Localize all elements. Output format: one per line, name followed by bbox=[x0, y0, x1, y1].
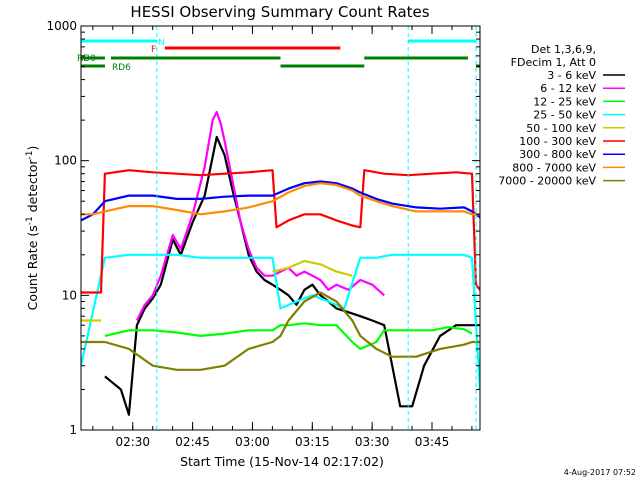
y-tick-label-2: 100 bbox=[54, 154, 77, 168]
series-line-4 bbox=[81, 259, 353, 322]
series-line-5 bbox=[81, 169, 480, 294]
flag-label-2: RD0 bbox=[77, 54, 96, 64]
legend-entry-4: 50 - 100 keV bbox=[526, 122, 596, 135]
series-line-1 bbox=[135, 110, 385, 321]
series-line-7 bbox=[81, 182, 480, 216]
y-tick-label-0: 1 bbox=[69, 423, 77, 437]
legend-header-0: Det 1,3,6,9, bbox=[531, 43, 596, 56]
x-tick-label-2: 03:00 bbox=[235, 435, 270, 449]
chart-title: HESSI Observing Summary Count Rates bbox=[130, 3, 429, 21]
x-tick-label-0: 02:30 bbox=[115, 435, 150, 449]
legend-entry-1: 6 - 12 keV bbox=[540, 82, 596, 95]
series-line-0 bbox=[104, 135, 480, 416]
x-axis-label: Start Time (15-Nov-14 02:17:02) bbox=[180, 454, 384, 469]
legend-entry-0: 3 - 6 keV bbox=[547, 69, 596, 82]
series-line-8 bbox=[81, 291, 480, 371]
x-tick-label-3: 03:15 bbox=[295, 435, 330, 449]
flag-label-0: N bbox=[158, 38, 165, 48]
legend-header-1: FDecim 1, Att 0 bbox=[511, 56, 596, 69]
y-axis-label: Count Rate (s-1 detector-1) bbox=[25, 146, 40, 311]
y-tick-label-1: 10 bbox=[62, 288, 77, 302]
x-tick-label-4: 03:30 bbox=[355, 435, 390, 449]
x-tick-label-5: 03:45 bbox=[415, 435, 450, 449]
legend-entry-2: 12 - 25 keV bbox=[533, 95, 596, 108]
plot-frame bbox=[80, 25, 481, 431]
flag-label-1: F bbox=[151, 45, 156, 55]
legend-entry-3: 25 - 50 keV bbox=[533, 109, 596, 122]
legend-entry-5: 100 - 300 keV bbox=[519, 135, 596, 148]
y-tick-label-3: 1000 bbox=[46, 19, 77, 33]
x-tick-label-1: 02:45 bbox=[175, 435, 210, 449]
series-line-2 bbox=[104, 322, 473, 350]
flag-label-3: RD6 bbox=[112, 63, 131, 73]
series-line-3 bbox=[81, 253, 480, 390]
series-line-6 bbox=[81, 180, 480, 222]
legend-entry-8: 7000 - 20000 keV bbox=[498, 175, 596, 188]
legend-entry-6: 300 - 800 keV bbox=[519, 148, 596, 161]
plot-area: NF RD0 RD6 1 10 100 1000 02:30 02:45 03:00 03:15 03… bbox=[46, 19, 481, 449]
legend-entry-7: 800 - 7000 keV bbox=[512, 161, 596, 174]
footer-date: 4-Aug-2017 07:52 bbox=[564, 468, 636, 477]
